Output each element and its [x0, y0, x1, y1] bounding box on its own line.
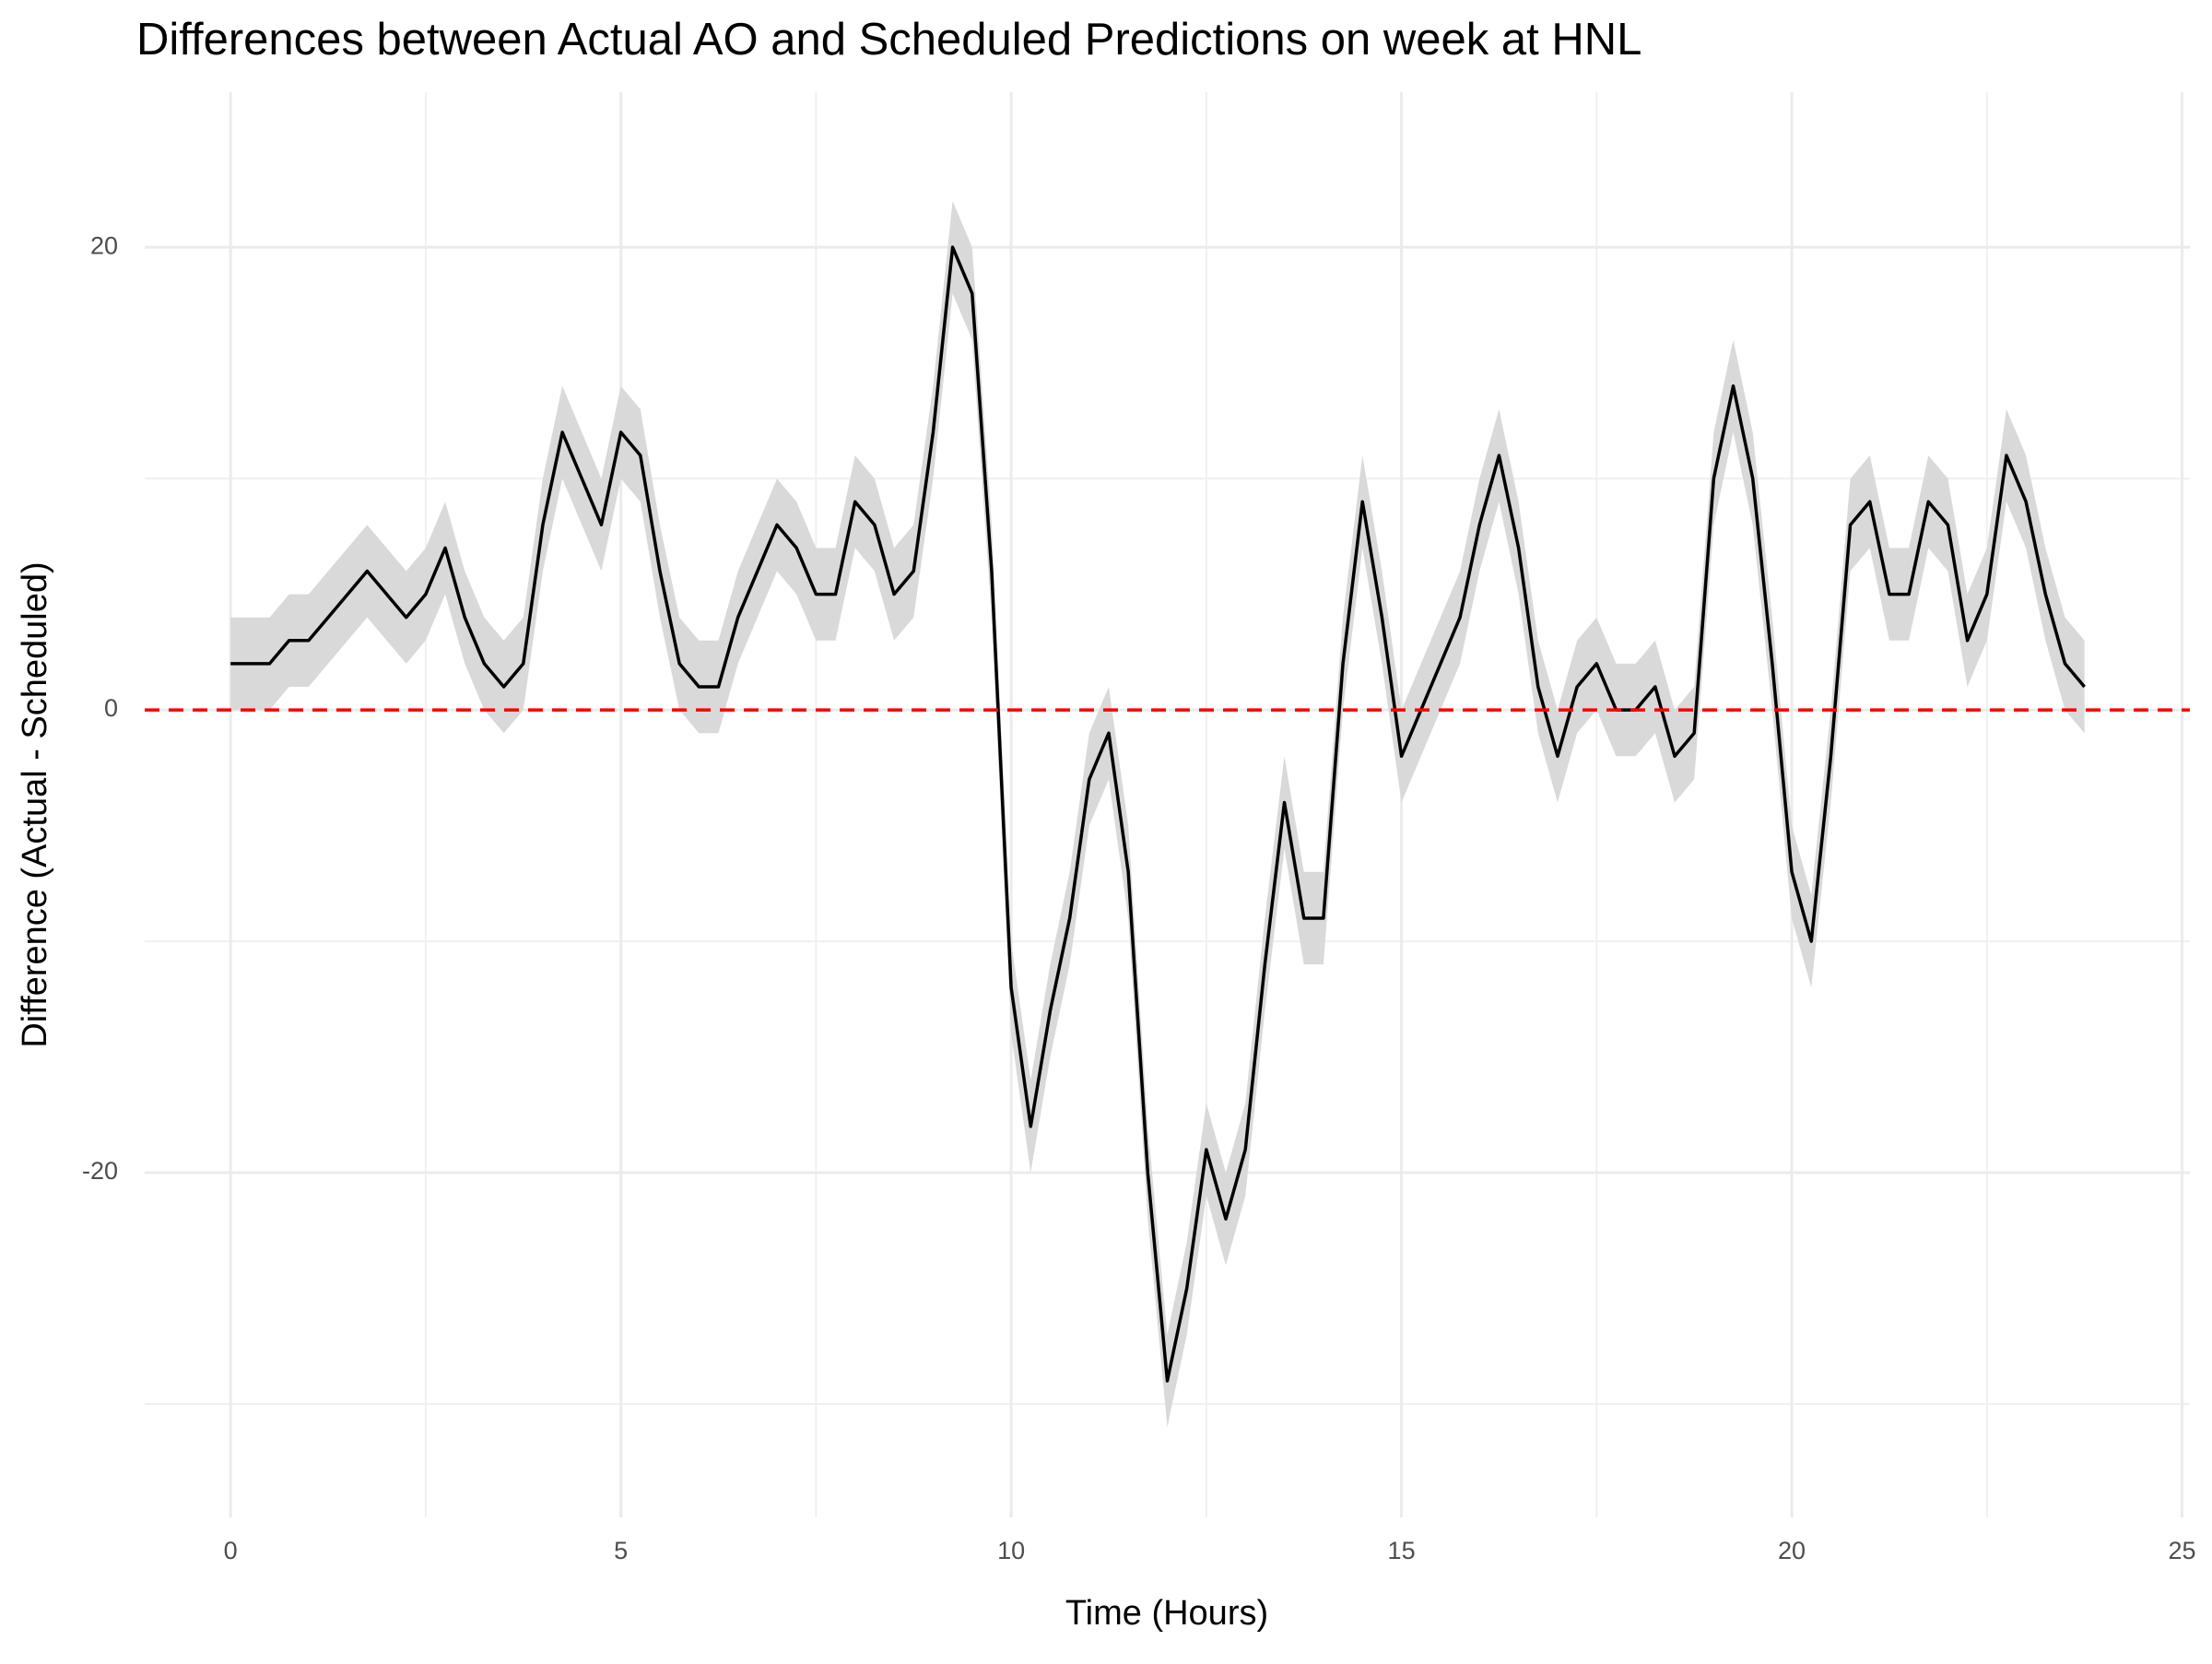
- x-axis-title: Time (Hours): [1065, 1594, 1268, 1633]
- ribbon: [230, 200, 2085, 1428]
- x-tick-label: 0: [224, 1537, 238, 1564]
- x-tick-label: 25: [2169, 1537, 2196, 1564]
- x-tick-label: 5: [614, 1537, 628, 1564]
- line: [230, 245, 2086, 1383]
- x-tick-label: 10: [997, 1537, 1025, 1564]
- x-tick-label: 15: [1388, 1537, 1416, 1564]
- x-tick-label: 20: [1778, 1537, 1806, 1564]
- y-tick-label: 20: [90, 231, 118, 259]
- y-tick-label: -20: [82, 1157, 118, 1185]
- y-axis-title: Difference (Actual - Scheduled): [16, 561, 54, 1047]
- y-tick-label: 0: [104, 694, 118, 722]
- chart-title: Differences between Actual AO and Schedu…: [136, 15, 1641, 65]
